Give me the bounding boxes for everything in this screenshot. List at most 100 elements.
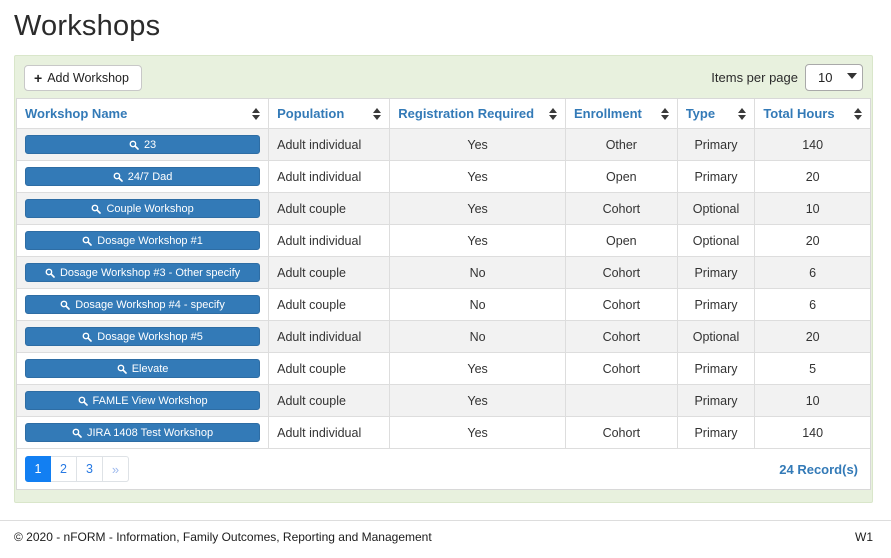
add-workshop-button[interactable]: + Add Workshop — [24, 64, 142, 91]
workshop-name-button[interactable]: Dosage Workshop #5 — [25, 327, 261, 346]
total-hours-cell: 5 — [754, 352, 870, 385]
population-cell: Adult couple — [268, 288, 391, 321]
total-hours-cell: 20 — [754, 320, 870, 353]
type-cell: Primary — [677, 352, 756, 385]
search-icon — [117, 364, 127, 374]
column-header-registration-required[interactable]: Registration Required — [389, 99, 566, 129]
total-hours-cell: 140 — [754, 128, 870, 161]
workshop-name-button[interactable]: 23 — [25, 135, 261, 154]
search-icon — [82, 236, 93, 246]
enrollment-cell: Cohort — [565, 192, 678, 225]
enrollment-cell: Cohort — [565, 288, 678, 321]
workshop-name-cell: Dosage Workshop #5 — [17, 320, 270, 353]
workshop-name-button[interactable]: Elevate — [25, 359, 261, 378]
next-page-link[interactable]: » — [103, 456, 129, 482]
workshop-name-label: 24/7 Dad — [127, 170, 173, 183]
enrollment-cell: Cohort — [565, 320, 678, 353]
enrollment-cell: Open — [565, 160, 678, 193]
workshops-table: Workshop Name Population Registration Requ… — [17, 99, 870, 449]
workshop-name-label: Dosage Workshop #3 - Other specify — [59, 266, 241, 279]
search-icon — [78, 396, 88, 406]
sort-icon[interactable] — [373, 107, 382, 120]
workshop-name-label: JIRA 1408 Test Workshop — [86, 426, 214, 439]
footer-version: W1 — [855, 530, 873, 544]
type-cell: Optional — [677, 192, 756, 225]
registration-required-cell: Yes — [389, 224, 566, 257]
sort-icon[interactable] — [660, 107, 669, 120]
population-cell: Adult couple — [268, 352, 391, 385]
type-cell: Primary — [677, 256, 756, 289]
total-hours-cell: 10 — [754, 192, 870, 225]
workshop-name-cell: Couple Workshop — [17, 192, 270, 225]
search-icon — [82, 332, 93, 342]
search-icon — [60, 300, 71, 310]
column-label: Enrollment — [573, 106, 642, 121]
type-cell: Primary — [677, 384, 756, 417]
workshop-name-cell: Elevate — [17, 352, 270, 385]
registration-required-cell: No — [389, 288, 566, 321]
page-footer: © 2020 - nFORM - Information, Family Out… — [0, 521, 891, 544]
workshop-name-button[interactable]: Dosage Workshop #4 - specify — [25, 295, 261, 314]
registration-required-cell: Yes — [389, 384, 566, 417]
workshop-name-cell: Dosage Workshop #4 - specify — [17, 288, 270, 321]
workshop-name-button[interactable]: 24/7 Dad — [25, 167, 261, 186]
sort-icon[interactable] — [854, 107, 862, 120]
total-hours-cell: 10 — [754, 384, 870, 417]
page-link-2[interactable]: 2 — [51, 456, 77, 482]
population-cell: Adult individual — [268, 416, 391, 449]
enrollment-cell: Cohort — [565, 352, 678, 385]
workshops-page: Workshops + Add Workshop Items per page … — [14, 10, 873, 503]
page-link-1[interactable]: 1 — [25, 456, 51, 482]
registration-required-cell: Yes — [389, 160, 566, 193]
total-hours-cell: 140 — [754, 416, 870, 449]
type-cell: Primary — [677, 160, 756, 193]
registration-required-cell: No — [389, 320, 566, 353]
table-row: Dosage Workshop #4 - specify Adult couple… — [17, 288, 870, 321]
workshop-name-label: FAMLE View Workshop — [92, 394, 208, 407]
workshop-name-button[interactable]: Couple Workshop — [25, 199, 261, 218]
enrollment-cell: Cohort — [565, 416, 678, 449]
type-cell: Primary — [677, 288, 756, 321]
column-label: Registration Required — [398, 106, 535, 121]
records-count: 24 Record(s) — [779, 461, 858, 477]
sort-icon[interactable] — [738, 107, 747, 120]
table-row: Couple Workshop Adult couple Yes Cohort Opti… — [17, 192, 870, 225]
enrollment-cell — [565, 384, 678, 417]
table-row: FAMLE View Workshop Adult couple Yes Primar… — [17, 384, 870, 417]
table-header-row: Workshop Name Population Registration Requ… — [17, 99, 870, 129]
column-header-workshop-name[interactable]: Workshop Name — [17, 99, 270, 129]
enrollment-cell: Open — [565, 224, 678, 257]
workshop-name-button[interactable]: Dosage Workshop #3 - Other specify — [25, 263, 261, 282]
table-row: 24/7 Dad Adult individual Yes Open Primary 20 — [17, 160, 870, 193]
workshop-name-cell: 24/7 Dad — [17, 160, 270, 193]
items-per-page-label: Items per page — [711, 70, 798, 85]
workshop-name-button[interactable]: FAMLE View Workshop — [25, 391, 261, 410]
sort-icon[interactable] — [548, 107, 557, 120]
footer-divider — [0, 520, 891, 521]
search-icon — [72, 428, 82, 438]
population-cell: Adult individual — [268, 224, 391, 257]
total-hours-cell: 6 — [754, 288, 870, 321]
workshop-name-button[interactable]: Dosage Workshop #1 — [25, 231, 261, 250]
page-title: Workshops — [14, 10, 161, 42]
population-cell: Adult individual — [268, 320, 391, 353]
workshop-name-button[interactable]: JIRA 1408 Test Workshop — [25, 423, 261, 442]
search-icon — [92, 204, 102, 214]
type-cell: Primary — [677, 416, 756, 449]
table-row: Elevate Adult couple Yes Cohort Primary 5 — [17, 352, 870, 385]
column-header-total-hours[interactable]: Total Hours — [754, 99, 870, 129]
sort-icon[interactable] — [252, 107, 261, 120]
total-hours-cell: 6 — [754, 256, 870, 289]
column-header-population[interactable]: Population — [268, 99, 391, 129]
workshop-name-label: Dosage Workshop #5 — [97, 330, 203, 343]
items-per-page-select[interactable]: 10 — [805, 64, 863, 91]
page-link-3[interactable]: 3 — [77, 456, 103, 482]
items-per-page: Items per page 10 — [711, 64, 863, 91]
toolbar: + Add Workshop Items per page 10 — [16, 56, 871, 98]
column-header-enrollment[interactable]: Enrollment — [565, 99, 678, 129]
pagination: 1 2 3» — [25, 456, 129, 482]
population-cell: Adult couple — [268, 384, 391, 417]
workshop-name-cell: JIRA 1408 Test Workshop — [17, 416, 270, 449]
registration-required-cell: Yes — [389, 352, 566, 385]
column-header-type[interactable]: Type — [677, 99, 756, 129]
